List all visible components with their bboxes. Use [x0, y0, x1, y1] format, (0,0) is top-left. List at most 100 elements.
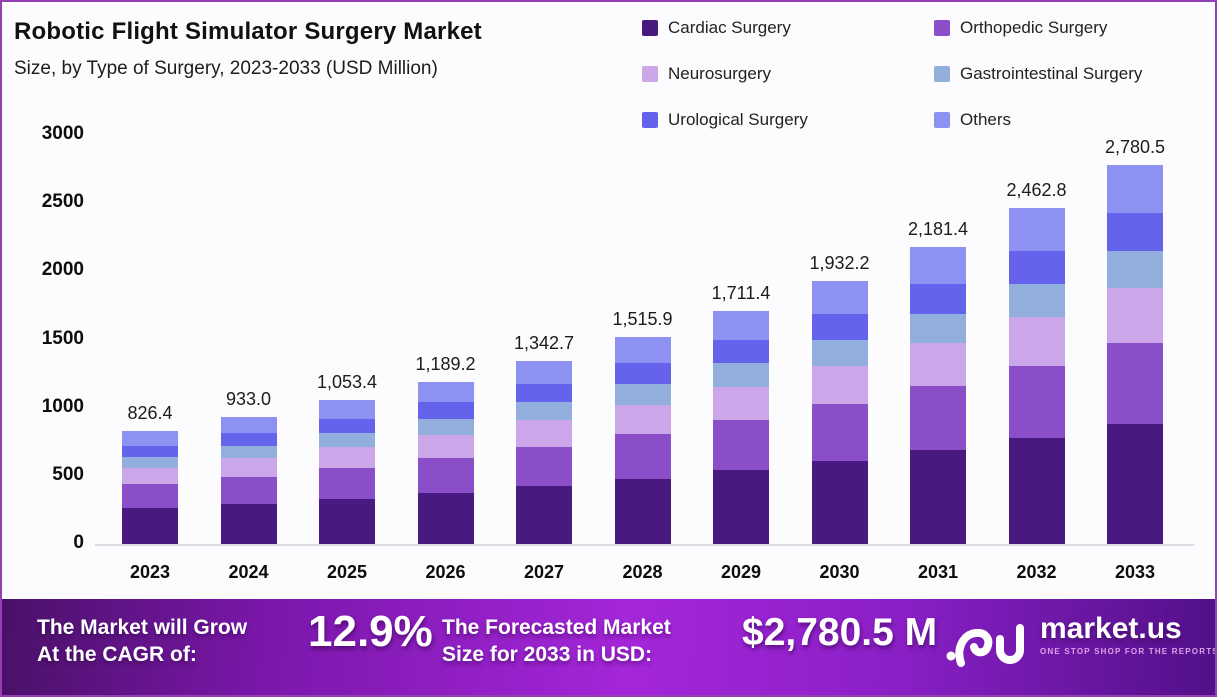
bar-segment	[122, 445, 178, 457]
legend-label: Urological Surgery	[668, 110, 808, 129]
bar-segment	[417, 458, 474, 493]
stacked-bar-2031	[910, 246, 966, 544]
legend-swatch-icon	[642, 66, 658, 82]
bar-segment	[319, 467, 375, 499]
bar-segment	[516, 384, 572, 403]
bar-segment	[1107, 250, 1163, 289]
legend-swatch-icon	[934, 20, 950, 36]
bar-segment	[910, 313, 966, 344]
bar-segment	[417, 381, 474, 403]
bar-total-label: 1,342.7	[513, 332, 575, 353]
stacked-bar-2032	[1008, 208, 1065, 544]
bar-segment	[319, 432, 375, 448]
legend-label: Others	[960, 110, 1012, 129]
legend-item: Orthopedic Surgery	[934, 18, 1142, 64]
bar-segment	[516, 402, 572, 421]
bar-segment	[1107, 164, 1163, 213]
cagr-label-line1: The Market will Grow	[37, 616, 248, 639]
bar-segment	[1008, 250, 1065, 285]
bar-total-label: 1,515.9	[612, 309, 673, 330]
bar-segment	[220, 503, 277, 544]
bar-segment	[1107, 424, 1163, 544]
y-axis-tick: 1500	[41, 327, 84, 349]
x-axis-label: 2033	[1114, 562, 1156, 582]
forecast-label-line2: Size for 2033 in USD:	[442, 643, 653, 666]
stacked-bar-2028	[614, 337, 671, 544]
legend-swatch-icon	[642, 112, 658, 128]
bar-segment	[614, 384, 671, 405]
bar-segment	[319, 418, 375, 433]
bar-segment	[122, 484, 178, 509]
legend-item: Gastrointestinal Surgery	[934, 64, 1142, 110]
bar-segment	[614, 478, 671, 544]
stacked-bar-2023	[122, 431, 178, 544]
bar-segment	[1008, 437, 1065, 544]
bar-segment	[811, 460, 868, 544]
chart-plot: 0 500 1000 1500 2000 2500 3000 826.4 2023 933.0 20…	[2, 2, 1215, 602]
y-axis-tick: 2500	[41, 191, 84, 213]
bar-segment	[122, 431, 178, 446]
bar-segment	[910, 450, 966, 544]
y-axis-tick: 1000	[41, 395, 84, 417]
bar-segment	[1107, 343, 1163, 425]
bar-segment	[516, 447, 572, 487]
cagr-value: 12.9%	[308, 607, 433, 656]
x-axis-label: 2028	[622, 562, 663, 582]
bar-total-label: 1,189.2	[415, 353, 476, 374]
bar-segment	[1008, 366, 1065, 438]
bar-segment	[220, 445, 277, 459]
legend-swatch-icon	[934, 112, 950, 128]
brand-block: market.us ONE STOP SHOP FOR THE REPORTS	[1040, 612, 1217, 657]
bar-segment	[910, 343, 966, 387]
bar-total-label: 933.0	[225, 388, 272, 409]
bar-segment	[417, 402, 474, 419]
legend-item: Urological Surgery	[642, 110, 934, 156]
legend-item: Neurosurgery	[642, 64, 934, 110]
legend-label: Gastrointestinal Surgery	[960, 64, 1143, 83]
bar-total-label: 1,932.2	[809, 252, 870, 273]
x-axis-baseline	[95, 544, 1194, 546]
bar-segment	[811, 313, 868, 341]
bar-segment	[1008, 208, 1065, 251]
legend-item: Others	[934, 110, 1142, 156]
legend-swatch-icon	[642, 20, 658, 36]
brand-tagline: ONE STOP SHOP FOR THE REPORTS	[1040, 647, 1217, 656]
bar-segment	[713, 340, 769, 364]
bar-segment	[910, 386, 966, 451]
legend-label: Neurosurgery	[668, 64, 771, 83]
bar-segment	[713, 363, 769, 387]
x-axis-label: 2029	[720, 562, 762, 582]
bar-segment	[516, 420, 572, 447]
legend-label: Orthopedic Surgery	[960, 18, 1108, 37]
bar-segment	[516, 486, 572, 544]
forecast-value: $2,780.5 M	[742, 611, 938, 654]
x-axis-label: 2026	[425, 562, 466, 582]
brand-name: market.us	[1040, 612, 1182, 645]
bar-segment	[910, 284, 966, 314]
bar-segment	[614, 434, 671, 479]
x-axis-label: 2024	[228, 562, 269, 582]
bar-segment	[910, 246, 966, 285]
chart-legend: Cardiac Surgery Orthopedic Surgery Neurosu…	[642, 18, 1142, 156]
stacked-bar-2026	[417, 381, 474, 544]
legend-item: Cardiac Surgery	[642, 18, 934, 64]
bar-segment	[811, 340, 868, 367]
bar-segment	[417, 418, 474, 435]
y-axis-tick: 0	[73, 532, 84, 553]
bar-total-label: 1,711.4	[711, 282, 771, 303]
bar-total-label: 1,053.4	[316, 372, 378, 393]
bar-segment	[614, 337, 671, 364]
bar-segment	[122, 467, 178, 485]
page-title: Robotic Flight Simulator Surgery Market	[14, 18, 482, 45]
bar-total-label: 2,780.5	[1104, 136, 1166, 157]
bar-segment	[713, 420, 769, 471]
bar-segment	[220, 416, 277, 433]
y-axis-tick: 3000	[41, 123, 84, 144]
bar-segment	[713, 310, 769, 341]
stacked-bar-2030	[811, 280, 868, 544]
footer-banner: The Market will Grow At the CAGR of: 12.…	[2, 599, 1215, 695]
bar-total-label: 2,181.4	[907, 218, 969, 239]
market-us-logo-icon	[946, 624, 1024, 667]
x-axis-label: 2025	[326, 562, 368, 582]
